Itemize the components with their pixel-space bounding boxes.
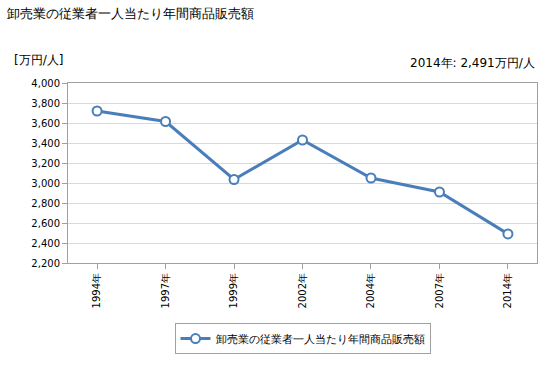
svg-text:2,800: 2,800 <box>31 198 60 209</box>
svg-text:2004年: 2004年 <box>365 273 376 308</box>
svg-text:2014年: 2014年 <box>502 273 513 308</box>
svg-text:2014年: 2,491万円/人: 2014年: 2,491万円/人 <box>410 56 535 70</box>
svg-text:1999年: 1999年 <box>228 273 239 308</box>
svg-text:2007年: 2007年 <box>434 273 445 308</box>
svg-text:1994年: 1994年 <box>91 273 102 308</box>
svg-text:3,800: 3,800 <box>31 98 60 109</box>
svg-text:卸売業の従業者一人当たり年間商品販売額: 卸売業の従業者一人当たり年間商品販売額 <box>216 333 425 346</box>
svg-text:3,400: 3,400 <box>31 138 60 149</box>
svg-text:4,000: 4,000 <box>31 78 60 89</box>
svg-text:3,600: 3,600 <box>31 118 60 129</box>
svg-text:3,200: 3,200 <box>31 158 60 169</box>
svg-text:卸売業の従業者一人当たり年間商品販売額: 卸売業の従業者一人当たり年間商品販売額 <box>7 6 254 21</box>
svg-text:2,400: 2,400 <box>31 238 60 249</box>
svg-text:2,200: 2,200 <box>31 258 60 269</box>
svg-text:[万円/人]: [万円/人] <box>14 53 63 67</box>
svg-text:2,600: 2,600 <box>31 218 60 229</box>
svg-text:3,000: 3,000 <box>31 178 60 189</box>
svg-text:2002年: 2002年 <box>297 273 308 308</box>
svg-text:1997年: 1997年 <box>160 273 171 308</box>
